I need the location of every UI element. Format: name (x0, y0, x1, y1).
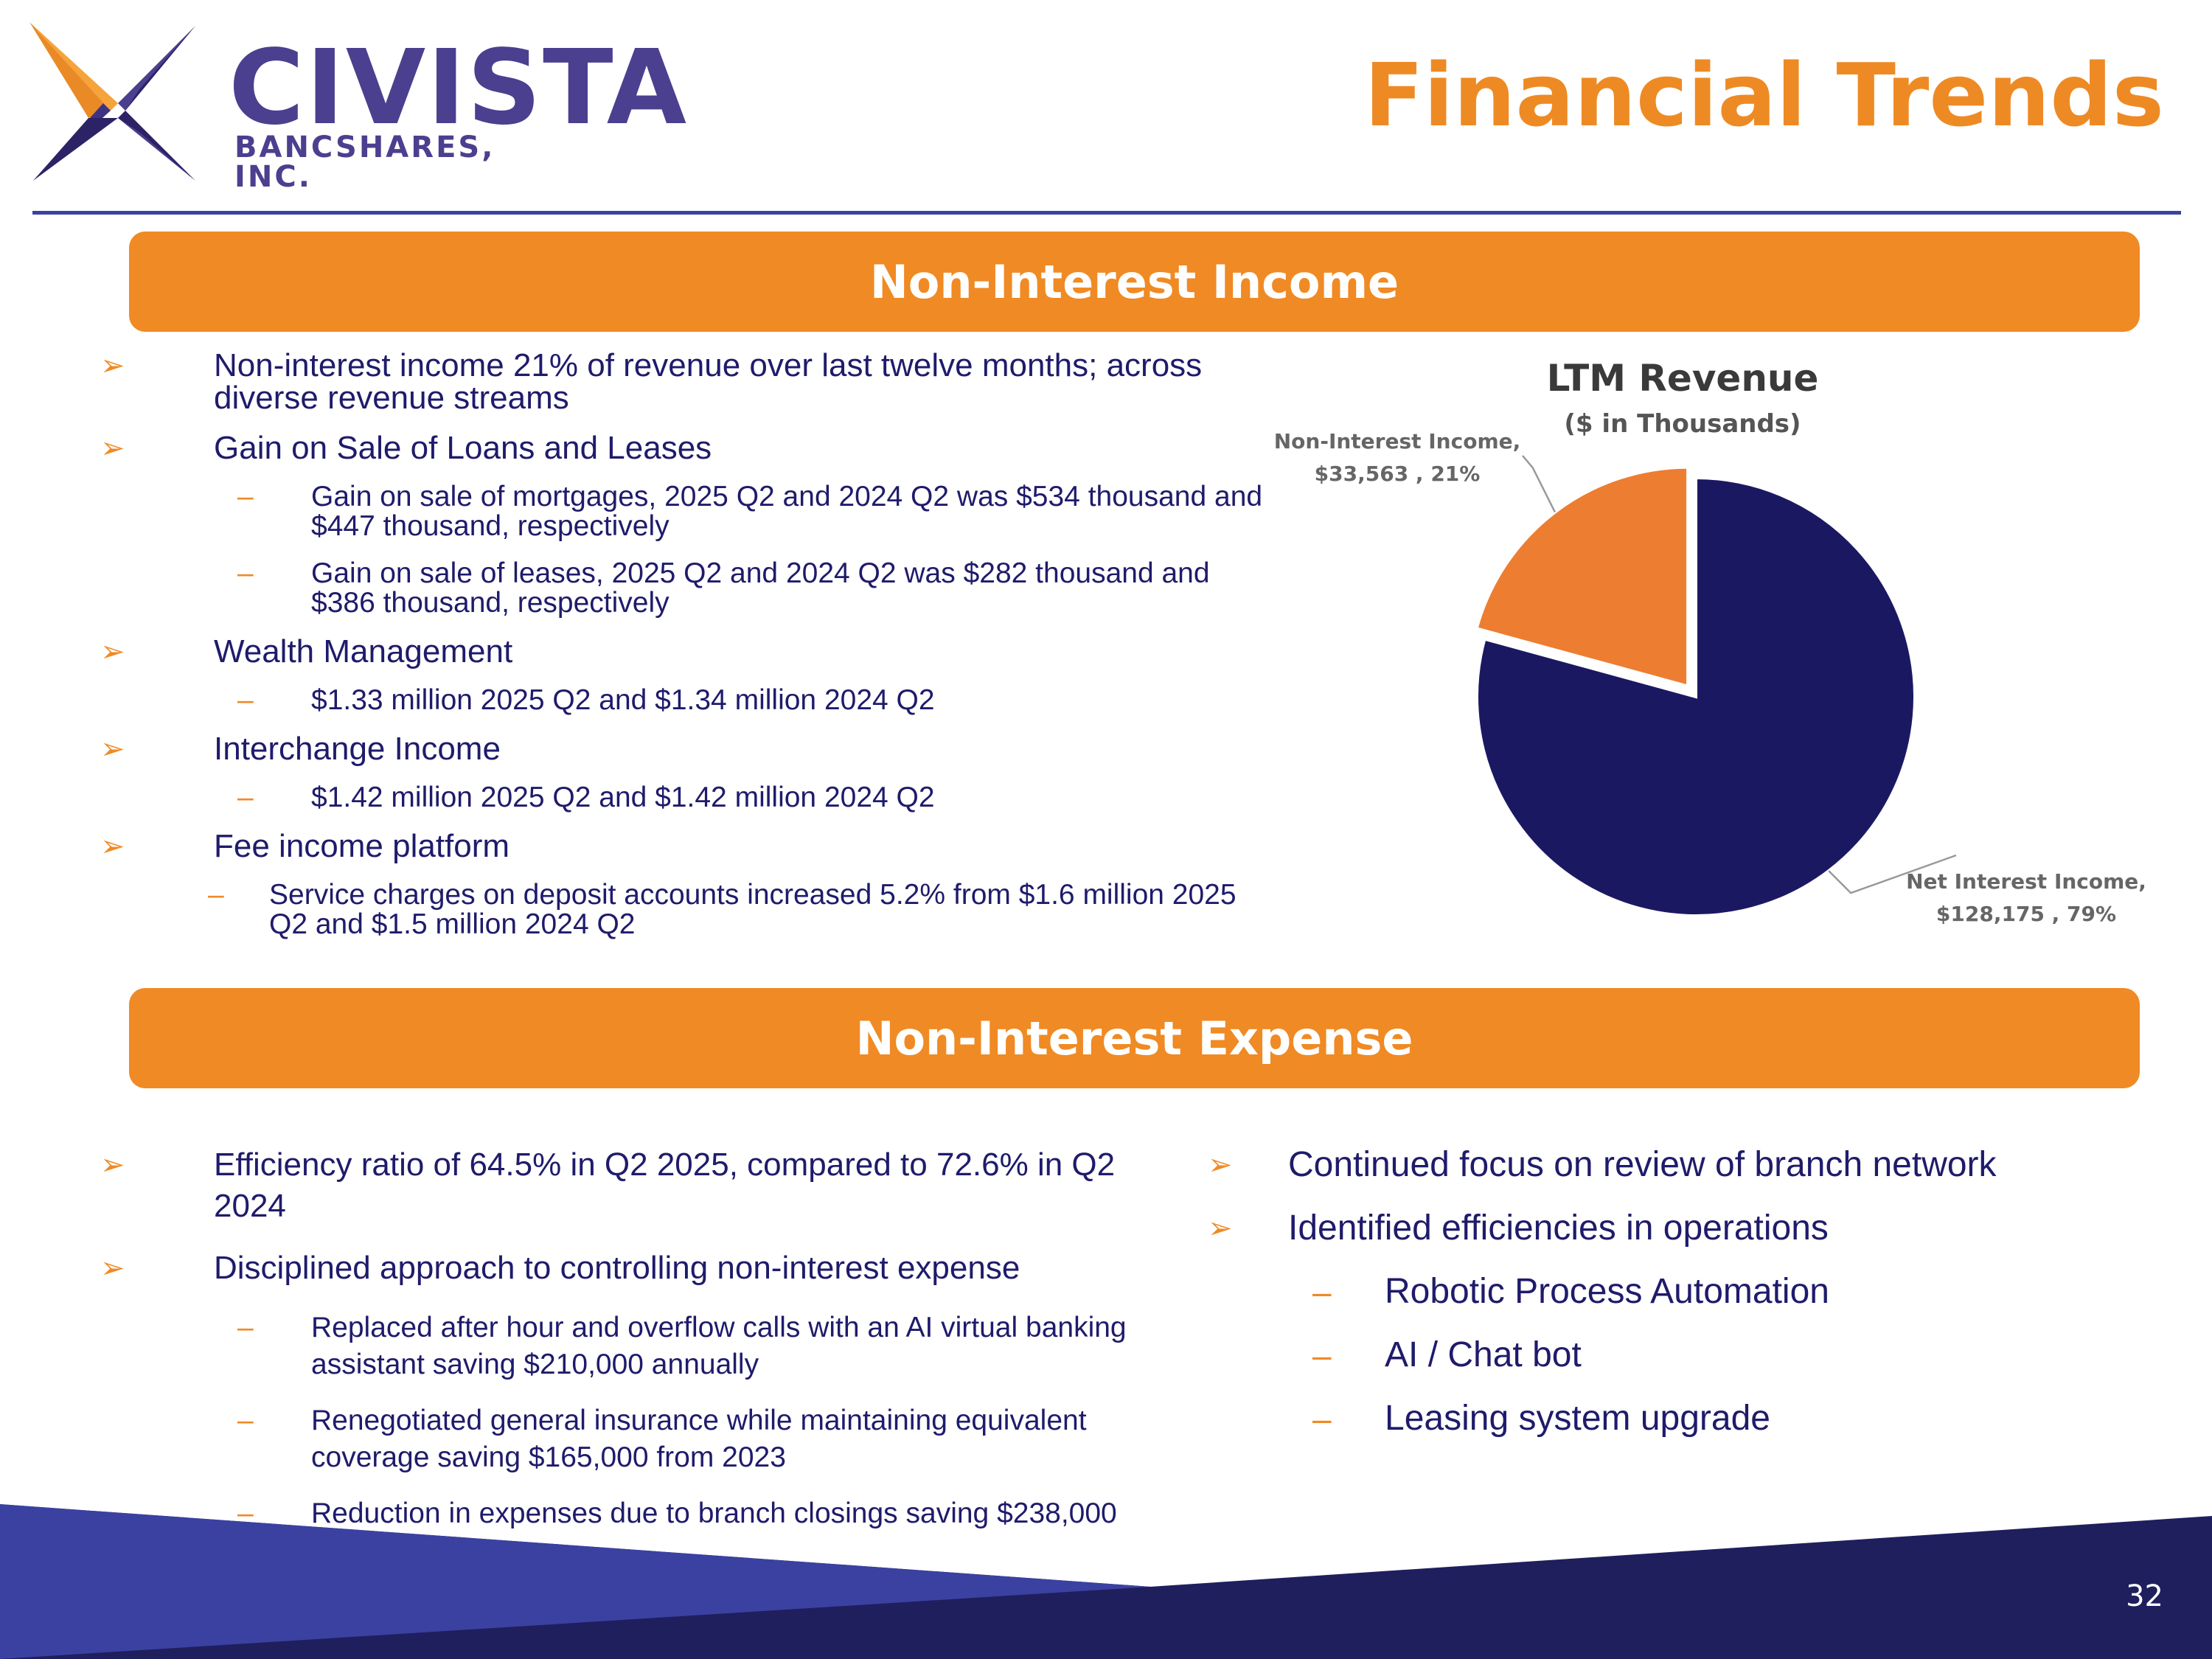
logo-subtitle: BANCSHARES, INC. (234, 131, 495, 194)
sub-bullet-item: – Gain on sale of mortgages, 2025 Q2 and … (37, 482, 1276, 541)
bullet-text: Identified efficiencies in operations (1288, 1208, 1829, 1248)
pie-slice-0 (1475, 476, 1916, 917)
dash-bullet-icon: – (237, 782, 254, 813)
page-title: Financial Trends (1364, 44, 2164, 146)
expense-right-list: ➢ Continued focus on review of branch net… (1180, 1144, 2138, 1461)
arrow-bullet-icon: ➢ (100, 432, 125, 465)
bullet-item: ➢ Disciplined approach to controlling non… (37, 1248, 1187, 1289)
header-divider (32, 211, 2181, 215)
arrow-bullet-icon: ➢ (100, 733, 125, 765)
bullet-item: ➢ Efficiency ratio of 64.5% in Q2 2025, c… (37, 1144, 1187, 1227)
sub-bullet-item: – Service charges on deposit accounts inc… (37, 880, 1276, 939)
sub-bullet-text: Gain on sale of leases, 2025 Q2 and 2024… (311, 557, 1210, 619)
slice-value-label-0: $128,175 , 79% (1936, 902, 2116, 926)
dash-bullet-icon: – (237, 1405, 254, 1436)
bullet-text: Efficiency ratio of 64.5% in Q2 2025, co… (214, 1147, 1116, 1224)
income-bullet-list: ➢ Non-interest income 21% of revenue over… (37, 349, 1276, 957)
bullet-item: ➢ Interchange Income (37, 731, 1276, 767)
sub-bullet-text: Replaced after hour and overflow calls w… (311, 1312, 1127, 1380)
chart-subtitle: ($ in Thousands) (1564, 409, 1801, 439)
expense-banner: Non-Interest Expense (129, 988, 2140, 1088)
sub-bullet-item: – Leasing system upgrade (1180, 1398, 2138, 1439)
civista-logo: CIVISTA BANCSHARES, INC. (29, 22, 686, 192)
sub-bullet-text: $1.33 million 2025 Q2 and $1.34 million … (311, 684, 935, 716)
bullet-text: Continued focus on review of branch netw… (1288, 1145, 1997, 1184)
arrow-bullet-icon: ➢ (100, 1252, 125, 1284)
sub-bullet-item: – $1.42 million 2025 Q2 and $1.42 million… (37, 783, 1276, 813)
bullet-item: ➢ Identified efficiencies in operations (1180, 1208, 2138, 1249)
bullet-text: Non-interest income 21% of revenue over … (214, 347, 1203, 416)
slice-label-0: Net Interest Income, (1906, 869, 2146, 894)
sub-bullet-item: – Gain on sale of leases, 2025 Q2 and 202… (37, 559, 1276, 618)
dash-bullet-icon: – (237, 1312, 254, 1343)
arrow-bullet-icon: ➢ (1208, 1149, 1233, 1181)
dash-bullet-icon: – (237, 684, 254, 716)
bullet-text: Disciplined approach to controlling non-… (214, 1250, 1020, 1286)
bullet-item: ➢ Gain on Sale of Loans and Leases (37, 432, 1276, 465)
bullet-item: ➢ Non-interest income 21% of revenue over… (37, 349, 1276, 414)
bullet-text: Interchange Income (214, 731, 501, 767)
dash-bullet-icon: – (237, 557, 254, 589)
slice-label-1: Non-Interest Income, (1274, 429, 1521, 453)
sub-bullet-item: – Replaced after hour and overflow calls … (37, 1310, 1187, 1383)
sub-bullet-text: Renegotiated general insurance while mai… (311, 1405, 1087, 1473)
arrow-bullet-icon: ➢ (100, 830, 125, 863)
sub-bullet-text: Robotic Process Automation (1385, 1272, 1829, 1311)
sub-bullet-text: Service charges on deposit accounts incr… (269, 879, 1237, 940)
arrow-bullet-icon: ➢ (100, 636, 125, 668)
sub-bullet-text: AI / Chat bot (1385, 1335, 1582, 1374)
sub-bullet-text: Gain on sale of mortgages, 2025 Q2 and 2… (311, 481, 1263, 542)
dash-bullet-icon: – (1312, 1399, 1332, 1438)
chart-title: LTM Revenue (1547, 357, 1819, 400)
sub-bullet-item: – Robotic Process Automation (1180, 1271, 2138, 1312)
leader-line-0 (1828, 854, 1957, 894)
dash-bullet-icon: – (237, 1498, 254, 1529)
bullet-text: Gain on Sale of Loans and Leases (214, 430, 712, 466)
sub-bullet-text: Leasing system upgrade (1385, 1399, 1770, 1438)
arrow-bullet-icon: ➢ (100, 349, 125, 382)
sub-bullet-item: – Reduction in expenses due to branch clo… (37, 1495, 1187, 1569)
ltm-revenue-chart: LTM Revenue ($ in Thousands) Net Interes… (1253, 347, 2212, 951)
sub-bullet-item: – Renegotiated general insurance while ma… (37, 1402, 1187, 1476)
arrow-bullet-icon: ➢ (1208, 1212, 1233, 1245)
dash-bullet-icon: – (1312, 1336, 1332, 1374)
sub-bullet-item: – AI / Chat bot (1180, 1335, 2138, 1376)
sub-bullet-text: $1.42 million 2025 Q2 and $1.42 million … (311, 782, 935, 813)
star-logo-icon (29, 22, 195, 181)
bullet-item: ➢ Wealth Management (37, 633, 1276, 669)
dash-bullet-icon: – (1312, 1273, 1332, 1311)
bullet-text: Wealth Management (214, 633, 513, 669)
pie-chart-svg: LTM Revenue ($ in Thousands) Net Interes… (1274, 357, 2146, 926)
bullet-item: ➢ Fee income platform (37, 830, 1276, 863)
page-number: 32 (2126, 1579, 2163, 1613)
leader-line-1 (1522, 455, 1557, 513)
dash-bullet-icon: – (208, 879, 224, 911)
expense-left-list: ➢ Efficiency ratio of 64.5% in Q2 2025, c… (37, 1144, 1187, 1588)
slice-value-label-1: $33,563 , 21% (1315, 462, 1481, 486)
dash-bullet-icon: – (237, 481, 254, 512)
income-banner: Non-Interest Income (129, 232, 2140, 332)
bullet-text: Fee income platform (214, 828, 510, 864)
pie-slice-1 (1475, 465, 1690, 689)
arrow-bullet-icon: ➢ (100, 1149, 125, 1181)
bullet-item: ➢ Continued focus on review of branch net… (1180, 1144, 2138, 1186)
logo-wordmark: CIVISTA (229, 28, 689, 148)
sub-bullet-item: – $1.33 million 2025 Q2 and $1.34 million… (37, 686, 1276, 715)
footer-band (0, 1504, 2212, 1659)
